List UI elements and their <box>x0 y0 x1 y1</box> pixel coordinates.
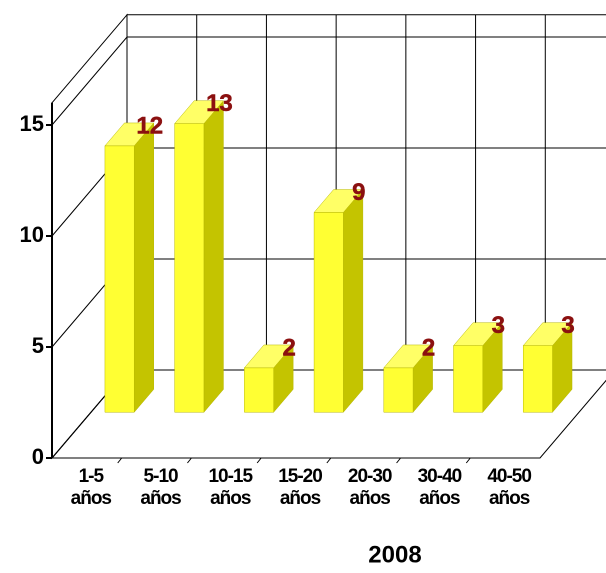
y-tick-label: 15 <box>20 111 44 136</box>
x-tick-label: 40-50 años <box>487 466 532 509</box>
y-tick-label: 10 <box>20 222 44 247</box>
x-tick-label: 5-10 años <box>140 466 181 509</box>
x-tick-label: 1-5 años <box>70 466 112 509</box>
value-label: 2 <box>422 334 435 361</box>
bar-front <box>453 345 484 413</box>
bar-front <box>244 367 274 413</box>
bar <box>313 188 364 413</box>
value-label: 3 <box>561 312 574 339</box>
bar-top <box>452 322 503 346</box>
bar-front <box>313 212 344 413</box>
x-tick <box>256 457 262 464</box>
value-label: 13 <box>206 90 233 117</box>
bar <box>104 122 155 413</box>
bar-top <box>104 122 155 147</box>
bar <box>452 322 503 413</box>
value-label: 9 <box>352 179 365 206</box>
bar <box>174 100 224 413</box>
bar-side <box>343 188 364 413</box>
x-tick <box>326 457 332 464</box>
bar <box>243 344 294 413</box>
value-label: 2 <box>282 334 295 361</box>
bar-side <box>203 100 224 413</box>
x-tick <box>117 457 123 464</box>
bar-front <box>522 345 553 413</box>
x-tick <box>465 457 471 464</box>
x-tick-label: 30-40 años <box>417 466 463 509</box>
bar-top <box>313 189 364 213</box>
x-tick-label: 20-30 años <box>347 466 393 509</box>
bar-front <box>174 123 205 413</box>
value-label: 3 <box>492 312 505 339</box>
bar-top <box>174 100 224 124</box>
x-tick <box>187 457 192 464</box>
bar <box>383 344 434 413</box>
bar-front <box>383 367 414 413</box>
x-axis-title: 2008 <box>368 541 421 568</box>
y-tick-label: 0 <box>32 444 44 469</box>
grid-line <box>51 36 606 126</box>
bar-top <box>522 322 573 346</box>
bar-side <box>133 122 154 413</box>
value-label: 12 <box>136 112 163 139</box>
bar-top <box>243 344 294 369</box>
x-tick <box>396 457 401 464</box>
y-tick-label: 5 <box>32 333 44 358</box>
x-tick-label: 10-15 años <box>208 466 253 509</box>
bar-front <box>104 145 135 413</box>
x-tick-label: 15-20 años <box>278 466 323 509</box>
bar <box>522 322 573 413</box>
bar-top <box>383 344 434 369</box>
